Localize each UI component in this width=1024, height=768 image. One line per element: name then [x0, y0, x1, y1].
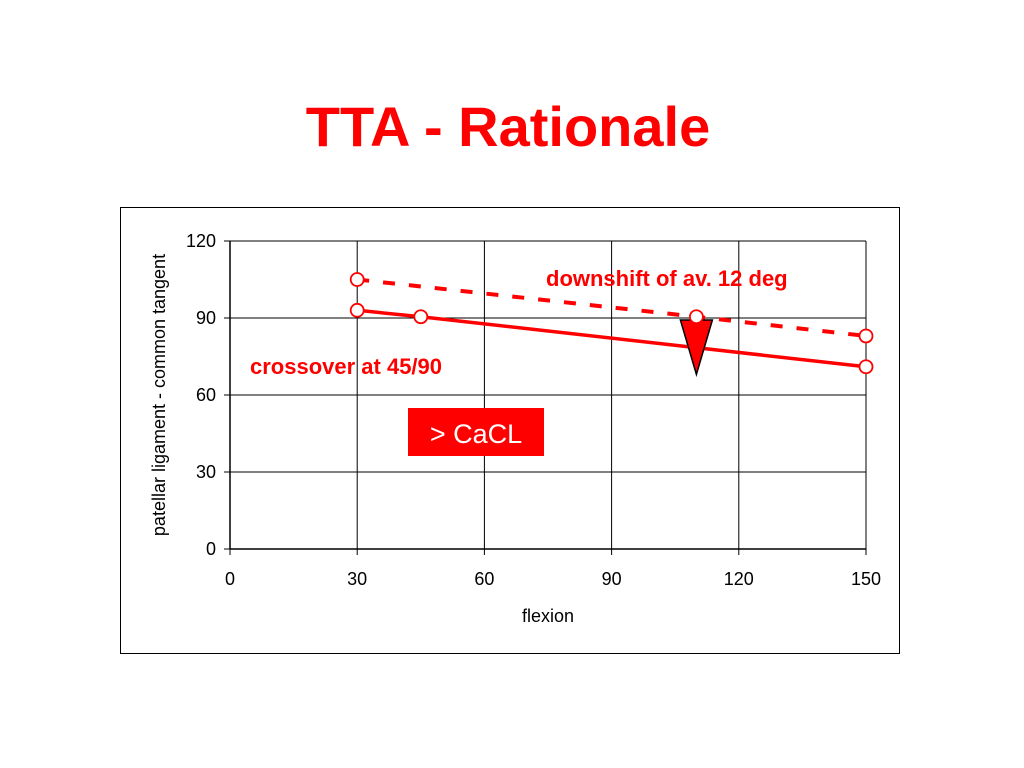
x-tick-label-120: 120 — [724, 569, 754, 589]
point-dashed-150 — [858, 328, 874, 344]
x-tick-label-30: 30 — [347, 569, 367, 589]
annotation-downshift: downshift of av. 12 deg — [546, 266, 788, 291]
cacl-label: > CaCL — [430, 419, 522, 449]
grid-lines — [230, 240, 867, 549]
y-tick-label-30: 30 — [196, 462, 216, 482]
x-tick-label-90: 90 — [602, 569, 622, 589]
point-dashed-110 — [689, 309, 704, 325]
annotation-crossover: crossover at 45/90 — [250, 354, 442, 379]
y-tick-label-90: 90 — [196, 308, 216, 328]
x-tick-label-60: 60 — [474, 569, 494, 589]
y-tick-label-120: 120 — [186, 231, 216, 251]
x-axis-title: flexion — [522, 606, 574, 626]
axes — [224, 240, 867, 555]
point-solid-45 — [413, 309, 429, 325]
cacl-box — [408, 408, 544, 456]
y-axis-title: patellar ligament - common tangent — [149, 254, 169, 536]
point-solid-150 — [858, 359, 874, 375]
x-tick-label-0: 0 — [225, 569, 235, 589]
point-dashed-30 — [349, 272, 365, 287]
y-tick-label-0: 0 — [206, 539, 216, 559]
point-solid-30 — [349, 302, 365, 318]
x-tick-label-150: 150 — [851, 569, 881, 589]
slide-title: TTA - Rationale — [305, 95, 711, 158]
tick-labels: 0 30 60 90 120 0 30 60 90 120 150 — [186, 231, 881, 589]
series-markers — [349, 272, 874, 375]
y-tick-label-60: 60 — [196, 385, 216, 405]
